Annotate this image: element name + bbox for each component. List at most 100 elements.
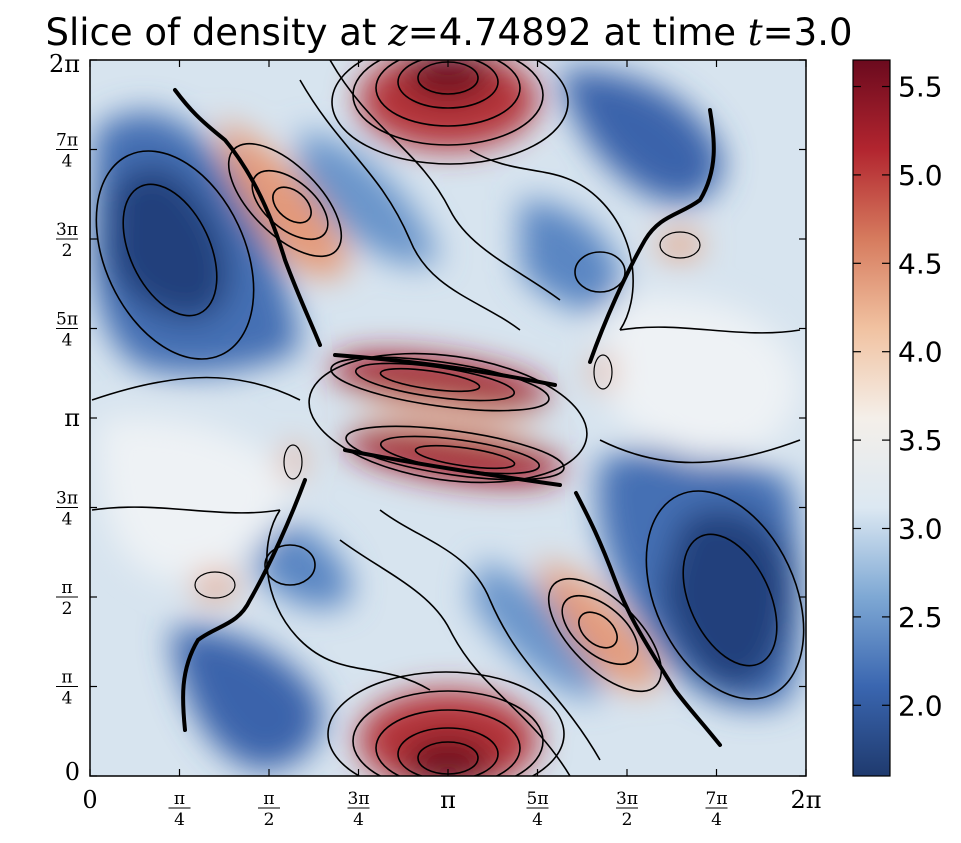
x-tick-label-5-numerator: 5π bbox=[527, 789, 549, 809]
shock-upper-right bbox=[588, 108, 716, 364]
low-density-top-right bbox=[560, 69, 722, 203]
contour-low-right-2 bbox=[645, 490, 805, 700]
y-tick-label-0: 0 bbox=[65, 758, 80, 786]
contour-small-ur bbox=[574, 251, 626, 293]
x-tick-label-1-numerator: π bbox=[174, 789, 185, 809]
contour-wave-9 bbox=[619, 326, 801, 334]
x-tick-label-6: 3π2 bbox=[616, 789, 638, 830]
x-tick-label-8: 2π bbox=[790, 786, 821, 814]
shock-lower-left bbox=[181, 478, 307, 732]
y-tick-label-3: 3π4 bbox=[56, 489, 78, 530]
y-tick-label-8: 2π bbox=[49, 50, 80, 78]
x-tick-label-4: π bbox=[440, 786, 456, 814]
x-tick-label-2: π2 bbox=[258, 789, 280, 830]
x-tick-label-3-numerator: 3π bbox=[348, 789, 370, 809]
band-upper-region bbox=[331, 353, 549, 413]
contour-low-left-1 bbox=[122, 183, 218, 317]
y-tick-label-2-numerator: π bbox=[61, 578, 72, 598]
x-tick-label-0-text: 0 bbox=[82, 786, 97, 814]
contour-band-lower-1 bbox=[414, 444, 516, 470]
peak-bottom-core bbox=[403, 737, 493, 776]
contour-band-outer bbox=[308, 352, 588, 484]
x-tick-label-5: 5π4 bbox=[526, 789, 549, 830]
shock-upper-left bbox=[173, 88, 322, 347]
low-density-lower-middle bbox=[470, 560, 600, 700]
contour-band-upper-1 bbox=[379, 367, 481, 393]
y-tick-label-4: π bbox=[64, 404, 80, 432]
colorbar-ticks: 2.0 2.5 3.0 3.5 4.0 4.5 5.0 5.5 bbox=[853, 71, 943, 722]
contour-small-ll bbox=[264, 544, 316, 586]
contour-top-5 bbox=[331, 60, 569, 165]
y-tick-label-5: 5π4 bbox=[56, 310, 78, 351]
x-tick-label-6-numerator: 3π bbox=[616, 789, 638, 809]
contour-accent-r bbox=[593, 354, 613, 390]
y-tick-label-7-denominator: 4 bbox=[62, 152, 73, 172]
y-tick-label-8-text: 2π bbox=[49, 50, 80, 78]
contour-band-upper-3 bbox=[330, 356, 550, 412]
colorbar-tick-label-2: 3.0 bbox=[898, 512, 943, 545]
y-tick-label-1: π4 bbox=[56, 668, 78, 709]
low-density-bottom-left bbox=[170, 628, 322, 770]
contour-accent-l bbox=[283, 444, 303, 480]
x-tick-label-3: 3π4 bbox=[347, 789, 370, 830]
contour-bottom-5 bbox=[327, 671, 565, 776]
contour-wave-6 bbox=[266, 509, 431, 691]
colorbar-tick-label-3: 3.5 bbox=[898, 424, 943, 457]
x-tick-label-0: 0 bbox=[82, 786, 97, 814]
contour-bottom-3 bbox=[375, 709, 521, 776]
colorbar-tick-label-1: 2.5 bbox=[898, 601, 943, 634]
contour-accent-ur bbox=[659, 231, 701, 259]
colorbar: 2.0 2.5 3.0 3.5 4.0 4.5 5.0 5.5 bbox=[852, 59, 943, 777]
contour-top-3 bbox=[375, 60, 521, 127]
contour-low-right-1 bbox=[682, 533, 778, 667]
low-density-mid-lower bbox=[250, 518, 352, 608]
y-tick-label-6-numerator: 3π bbox=[56, 220, 78, 240]
y-tick-label-5-denominator: 4 bbox=[62, 331, 73, 351]
y-tick-label-3-denominator: 4 bbox=[62, 510, 73, 530]
x-tick-label-1: π4 bbox=[168, 789, 191, 830]
y-tick-label-7-numerator: 7π bbox=[56, 131, 78, 151]
contour-wave-8 bbox=[91, 376, 301, 401]
low-density-upper-middle bbox=[300, 130, 440, 266]
contour-wave-1 bbox=[299, 79, 521, 331]
density-field bbox=[92, 60, 802, 776]
y-tick-label-6-denominator: 2 bbox=[62, 241, 73, 261]
colorbar-bar bbox=[852, 59, 891, 777]
y-tick-label-3-numerator: 3π bbox=[56, 489, 78, 509]
contour-wave-5 bbox=[469, 149, 634, 331]
moderate-peak-lower-right-region bbox=[540, 560, 660, 690]
y-tick-label-7: 7π4 bbox=[56, 131, 78, 172]
shock-band-upper-edge bbox=[333, 353, 557, 387]
band-middle-light bbox=[358, 400, 538, 436]
contour-bottom-2 bbox=[397, 727, 499, 776]
x-tick-label-1-denominator: 4 bbox=[174, 810, 185, 830]
contour-peak-lr-1 bbox=[578, 611, 618, 649]
colorbar-tick-label-4: 4.0 bbox=[898, 336, 943, 369]
low-density-left-core bbox=[108, 164, 230, 320]
x-tick-label-2-numerator: π bbox=[263, 789, 274, 809]
shock-lower-right bbox=[574, 491, 722, 747]
accent-upper-right bbox=[658, 231, 702, 259]
low-density-mid-upper bbox=[520, 200, 622, 310]
x-tick-label-3-denominator: 4 bbox=[353, 810, 364, 830]
x-tick-label-8-text: 2π bbox=[790, 786, 821, 814]
accent-lower-left bbox=[193, 571, 237, 599]
contour-top-2 bbox=[397, 60, 499, 109]
y-tick-label-0-text: 0 bbox=[65, 758, 80, 786]
low-density-right-core bbox=[660, 508, 791, 690]
y-tick-label-2-denominator: 2 bbox=[62, 599, 73, 619]
x-tick-label-4-text: π bbox=[440, 786, 456, 814]
y-tick-label-2: π2 bbox=[56, 578, 78, 619]
contour-wave-3 bbox=[379, 509, 601, 761]
y-tick-label-1-denominator: 4 bbox=[62, 689, 73, 709]
x-tick-label-2-denominator: 2 bbox=[264, 810, 275, 830]
shock-band-lower-edge bbox=[343, 448, 562, 487]
colorbar-tick-label-6: 5.0 bbox=[898, 159, 943, 192]
y-tick-label-1-numerator: π bbox=[61, 668, 72, 688]
contour-band-lower-3 bbox=[345, 425, 565, 481]
peak-bottom-region bbox=[358, 690, 538, 776]
x-tick-label-7-numerator: 7π bbox=[706, 789, 728, 809]
